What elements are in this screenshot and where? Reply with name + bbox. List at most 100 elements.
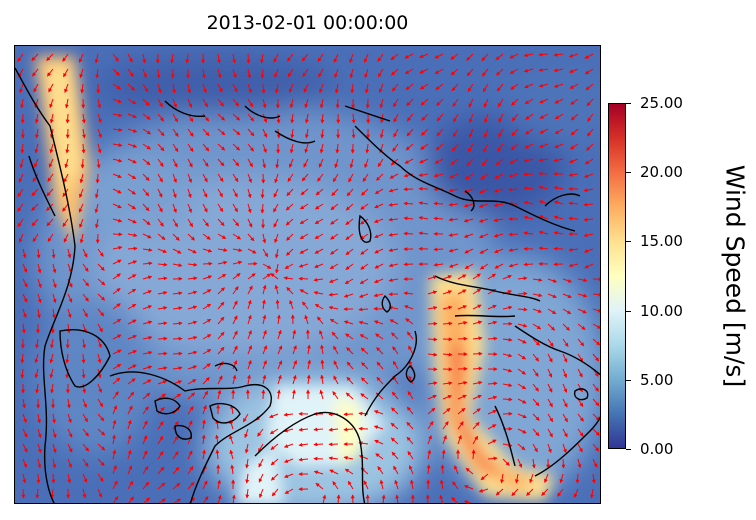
wind-arrow [286, 248, 294, 256]
wind-arrow [420, 98, 429, 106]
wind-arrow [451, 143, 459, 152]
wind-arrow [261, 389, 266, 400]
wind-arrow [577, 428, 584, 437]
wind-arrow [334, 83, 339, 94]
wind-arrow [568, 53, 579, 58]
wind-arrow [346, 361, 354, 370]
wind-arrow [277, 360, 283, 370]
wind-arrow [258, 443, 264, 453]
wind-arrow [497, 98, 504, 108]
wind-arrow [406, 113, 414, 122]
wind-arrow [172, 83, 176, 94]
wind-arrow [391, 407, 399, 415]
wind-arrow [157, 218, 164, 227]
wind-arrow [583, 233, 594, 238]
wind-arrow [547, 338, 554, 347]
wind-arrow [573, 488, 579, 498]
wind-arrow [187, 128, 194, 137]
wind-arrow [242, 413, 249, 423]
wind-arrow [22, 263, 28, 273]
wind-arrow [472, 421, 480, 430]
wind-arrow [157, 380, 168, 385]
wind-arrow [217, 260, 228, 265]
wind-arrow [562, 278, 573, 283]
wind-arrow [112, 273, 121, 280]
wind-arrow [217, 316, 225, 325]
wind-arrow [142, 335, 153, 340]
wind-arrow [345, 333, 354, 340]
wind-arrow [81, 368, 86, 379]
wind-arrow [172, 173, 177, 184]
wind-arrow [97, 128, 102, 139]
wind-arrow [304, 128, 309, 139]
wind-arrow [450, 53, 459, 60]
wind-arrow [592, 443, 600, 452]
wind-arrow [157, 158, 164, 167]
wind-arrow [172, 188, 177, 199]
wind-arrow [538, 67, 549, 72]
wind-arrow [46, 218, 54, 227]
wind-arrow [142, 392, 151, 400]
wind-arrow [157, 173, 163, 183]
wind-arrow [427, 352, 438, 357]
wind-arrow [142, 128, 152, 135]
wind-arrow [496, 83, 504, 92]
wind-arrow [217, 301, 225, 310]
wind-arrow [127, 303, 137, 310]
wind-arrow [22, 248, 27, 259]
wind-arrow [388, 278, 399, 283]
wind-arrow [359, 334, 369, 340]
wind-arrow [97, 488, 103, 498]
wind-arrow [157, 233, 166, 241]
wind-arrow [333, 375, 339, 385]
wind-arrow [247, 285, 253, 295]
wind-arrow [388, 188, 399, 193]
wind-arrow [46, 203, 54, 211]
wind-arrow [65, 113, 70, 124]
wind-arrow [584, 158, 594, 165]
wind-arrow [80, 158, 85, 169]
wind-arrow [34, 113, 39, 124]
wind-arrow [487, 395, 498, 400]
wind-arrow [245, 458, 250, 469]
wind-arrow [127, 143, 138, 148]
wind-arrow [472, 366, 483, 371]
wind-arrow [487, 304, 497, 310]
wind-arrow [388, 202, 399, 207]
wind-arrow [517, 323, 528, 328]
wind-arrow [275, 158, 280, 169]
wind-arrow [329, 469, 339, 475]
wind-arrow [31, 218, 39, 227]
wind-arrow [349, 68, 354, 79]
wind-arrow [127, 233, 138, 238]
wind-arrow [112, 203, 122, 209]
wind-arrow [363, 480, 369, 490]
wind-arrow [472, 273, 481, 280]
wind-arrow [34, 143, 39, 154]
wind-arrow [157, 203, 163, 213]
wind-arrow [172, 336, 183, 341]
wind-arrow [319, 98, 324, 109]
wind-arrow [185, 53, 190, 64]
wind-arrow [495, 488, 504, 496]
wind-arrow [142, 143, 151, 150]
wind-arrow [524, 143, 534, 149]
wind-arrow [472, 380, 483, 385]
wind-arrow [457, 305, 468, 310]
wind-arrow [247, 68, 252, 79]
wind-arrow [314, 233, 324, 239]
wind-arrow [403, 216, 414, 221]
wind-arrow [22, 458, 27, 468]
wind-arrow [336, 494, 341, 503]
wind-arrow [554, 143, 564, 149]
wind-arrow [538, 171, 549, 176]
wind-arrow [127, 274, 137, 280]
wind-arrow [472, 351, 483, 356]
wind-arrow [202, 363, 211, 370]
wind-arrow [346, 376, 354, 385]
wind-arrow [258, 473, 264, 483]
wind-arrow [215, 434, 220, 445]
wind-arrow [577, 383, 583, 393]
wind-arrow [97, 443, 106, 451]
wind-arrow [287, 68, 294, 78]
